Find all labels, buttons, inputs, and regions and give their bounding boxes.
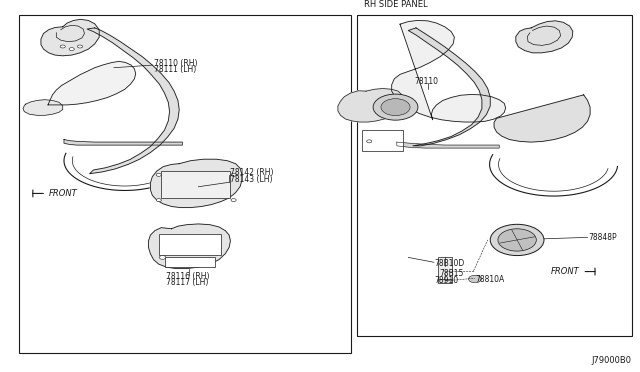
Text: 78111 (LH): 78111 (LH) — [154, 65, 196, 74]
Text: 78142 (RH): 78142 (RH) — [230, 169, 274, 177]
Circle shape — [231, 199, 236, 202]
Circle shape — [159, 256, 166, 259]
Circle shape — [77, 45, 83, 48]
Polygon shape — [148, 224, 230, 269]
Polygon shape — [494, 95, 590, 142]
Polygon shape — [23, 100, 63, 115]
Circle shape — [60, 45, 65, 48]
Polygon shape — [392, 20, 506, 122]
Text: 78B15: 78B15 — [439, 269, 463, 278]
Polygon shape — [150, 159, 242, 208]
Bar — [165, 257, 215, 267]
Polygon shape — [338, 89, 403, 122]
Text: 78143 (LH): 78143 (LH) — [230, 175, 273, 184]
Polygon shape — [397, 142, 499, 148]
Text: 78116 (RH): 78116 (RH) — [166, 272, 210, 281]
Polygon shape — [408, 28, 490, 146]
Text: 78117 (LH): 78117 (LH) — [166, 278, 209, 287]
Text: 78848P: 78848P — [589, 233, 618, 242]
Polygon shape — [64, 140, 182, 145]
Polygon shape — [516, 21, 573, 53]
Bar — [438, 257, 452, 280]
Circle shape — [156, 199, 161, 202]
Text: 78110 (RH): 78110 (RH) — [154, 59, 197, 68]
Circle shape — [69, 48, 74, 51]
Bar — [161, 171, 230, 198]
Circle shape — [367, 140, 372, 143]
Circle shape — [490, 224, 544, 256]
Text: 78110: 78110 — [415, 77, 439, 86]
Text: 78810A: 78810A — [475, 275, 504, 284]
Bar — [362, 130, 403, 151]
Circle shape — [381, 99, 410, 116]
Polygon shape — [87, 28, 179, 174]
Text: 78910: 78910 — [434, 276, 458, 285]
Text: RH SIDE PANEL: RH SIDE PANEL — [364, 0, 427, 9]
Circle shape — [373, 94, 418, 120]
Circle shape — [468, 275, 481, 283]
Circle shape — [498, 229, 536, 251]
Bar — [357, 15, 632, 336]
Circle shape — [156, 173, 161, 176]
Polygon shape — [48, 61, 136, 105]
Text: 78B10D: 78B10D — [435, 259, 465, 268]
Circle shape — [231, 173, 236, 176]
Text: FRONT: FRONT — [551, 267, 580, 276]
Text: J79000B0: J79000B0 — [591, 356, 631, 365]
Bar — [19, 15, 351, 353]
Bar — [438, 279, 452, 283]
Text: FRONT: FRONT — [49, 189, 77, 198]
Polygon shape — [41, 19, 99, 56]
Bar — [159, 234, 221, 255]
